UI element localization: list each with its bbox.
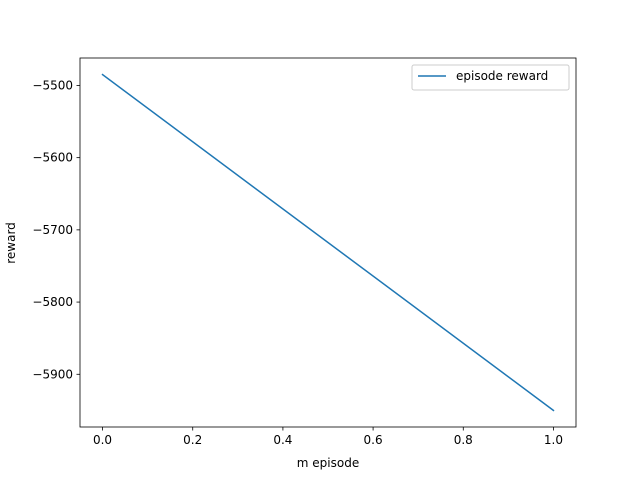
legend: episode reward — [411, 64, 570, 91]
plot-frame — [79, 57, 577, 428]
x-tick-label: 0.8 — [454, 433, 473, 447]
y-tick-label: −5900 — [32, 367, 73, 381]
x-axis-label: m episode — [297, 456, 359, 470]
x-tick-label: 0.2 — [183, 433, 202, 447]
x-tick-label: 1.0 — [544, 433, 563, 447]
x-tick-label: 0.6 — [364, 433, 383, 447]
y-tick-label: −5700 — [32, 223, 73, 237]
y-axis-ticks: −5900 −5800 −5700 −5600 −5500 — [32, 78, 80, 381]
legend-box — [411, 64, 570, 91]
y-tick-label: −5600 — [32, 151, 73, 165]
x-tick-label: 0.4 — [273, 433, 292, 447]
y-axis-label: reward — [4, 222, 18, 264]
series-line-0 — [101, 73, 555, 412]
legend-label-episode-reward: episode reward — [456, 69, 548, 83]
x-tick-label: 0.0 — [93, 433, 112, 447]
y-tick-label: −5800 — [32, 295, 73, 309]
y-tick-label: −5500 — [32, 78, 73, 92]
series-layer — [101, 73, 555, 412]
x-axis-ticks: 0.0 0.2 0.4 0.6 0.8 1.0 — [93, 427, 563, 447]
